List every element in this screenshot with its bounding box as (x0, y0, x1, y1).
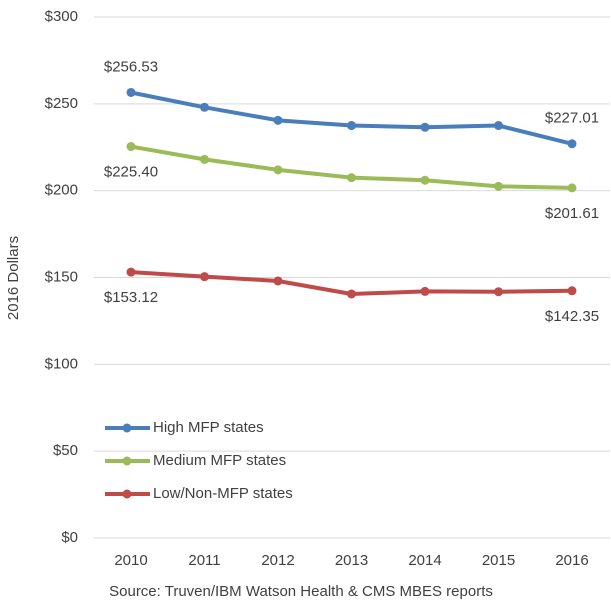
data-label: $201.61 (545, 205, 599, 222)
data-label: $227.01 (545, 110, 599, 127)
data-label: $142.35 (545, 308, 599, 325)
x-tick-label: 2014 (408, 552, 441, 569)
legend-label: High MFP states (153, 419, 264, 436)
data-point (273, 115, 283, 125)
data-point (126, 87, 136, 97)
data-point (273, 165, 283, 175)
legend-marker (122, 456, 132, 466)
series-line (130, 90, 573, 146)
data-point (126, 142, 136, 152)
y-tick-label: $0 (61, 529, 78, 546)
legend-label: Medium MFP states (153, 452, 286, 469)
data-point (567, 139, 577, 149)
y-tick-label: $300 (45, 8, 78, 25)
y-tick-label: $150 (45, 268, 78, 285)
y-tick-label: $250 (45, 95, 78, 112)
data-point (420, 122, 430, 132)
y-tick-label: $50 (53, 442, 78, 459)
legend-label: Low/Non-MFP states (153, 485, 293, 502)
data-point (273, 276, 283, 286)
x-tick-label: 2010 (114, 552, 147, 569)
data-point (200, 102, 209, 112)
data-point (420, 175, 430, 185)
x-tick-label: 2013 (335, 552, 368, 569)
data-label: $153.12 (104, 289, 158, 306)
data-point (567, 286, 577, 296)
x-tick-label: 2015 (482, 552, 515, 569)
data-label: $256.53 (104, 58, 158, 75)
y-axis-label: 2016 Dollars (5, 236, 22, 320)
data-point (200, 154, 209, 164)
y-tick-label: $100 (45, 355, 78, 372)
data-point (494, 287, 503, 297)
data-label: $225.40 (104, 164, 158, 181)
data-point (347, 121, 356, 131)
data-point (347, 289, 356, 299)
legend-marker (122, 489, 132, 499)
legend-marker (122, 423, 132, 433)
data-point (420, 286, 430, 296)
data-point (494, 181, 503, 191)
x-tick-label: 2011 (188, 552, 220, 569)
caption: Source: Truven/IBM Watson Health & CMS M… (109, 583, 493, 600)
data-point (494, 121, 503, 131)
data-point (126, 267, 136, 277)
x-tick-label: 2012 (261, 552, 294, 569)
data-point (567, 183, 577, 193)
data-point (347, 173, 356, 183)
data-point (200, 272, 209, 282)
x-tick-label: 2016 (555, 552, 588, 569)
y-tick-label: $200 (45, 182, 78, 199)
